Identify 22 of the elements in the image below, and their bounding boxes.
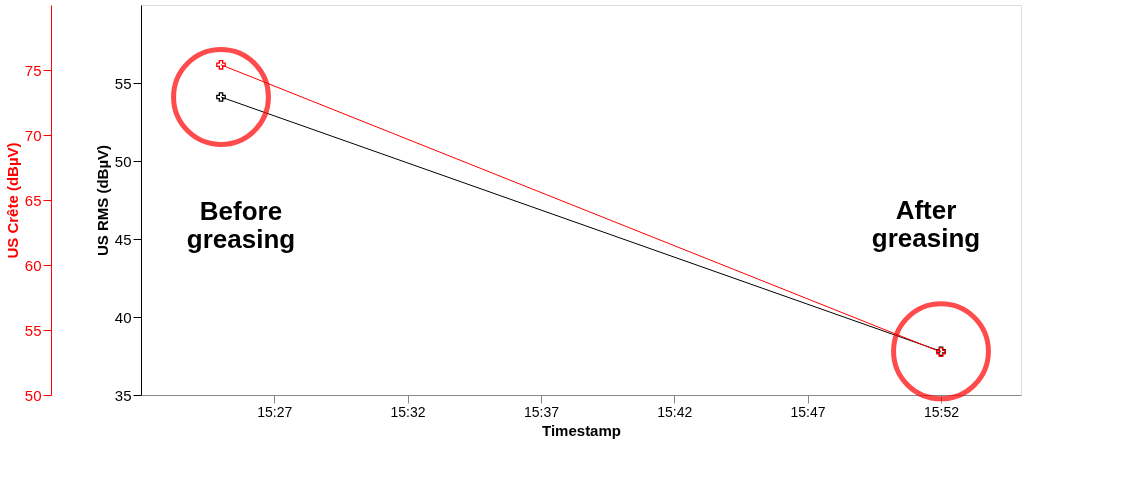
y2-tick-label: 60 bbox=[24, 256, 42, 274]
x-tick-label: 15:47 bbox=[790, 403, 826, 420]
x-tick-label: 15:42 bbox=[657, 403, 693, 420]
x-tick-label: 15:32 bbox=[390, 403, 426, 420]
y2-tick-label: 65 bbox=[24, 191, 42, 209]
y-tick-label: 35 bbox=[114, 386, 132, 404]
y2-tick-label: 70 bbox=[24, 126, 42, 144]
x-tick-label: 15:27 bbox=[257, 403, 293, 420]
annotation: After greasing bbox=[871, 195, 981, 254]
x-tick-label: 15:37 bbox=[523, 403, 560, 420]
y2-axis-title: US Crête (dBµV) bbox=[3, 142, 21, 259]
y2-tick-label: 50 bbox=[24, 386, 42, 404]
y2-tick-label: 75 bbox=[24, 61, 42, 79]
y-tick-label: 45 bbox=[114, 230, 132, 248]
y-axis-title: US RMS (dBµV) bbox=[93, 144, 111, 257]
y-tick-label: 50 bbox=[114, 152, 132, 170]
y2-tick-label: 55 bbox=[24, 321, 42, 339]
x-axis-title: Timestamp bbox=[542, 421, 621, 439]
y-tick-label: 55 bbox=[114, 74, 132, 92]
x-tick-label: 15:52 bbox=[923, 403, 960, 420]
y-tick-label: 40 bbox=[114, 308, 132, 326]
annotation: Before greasing bbox=[186, 196, 296, 255]
